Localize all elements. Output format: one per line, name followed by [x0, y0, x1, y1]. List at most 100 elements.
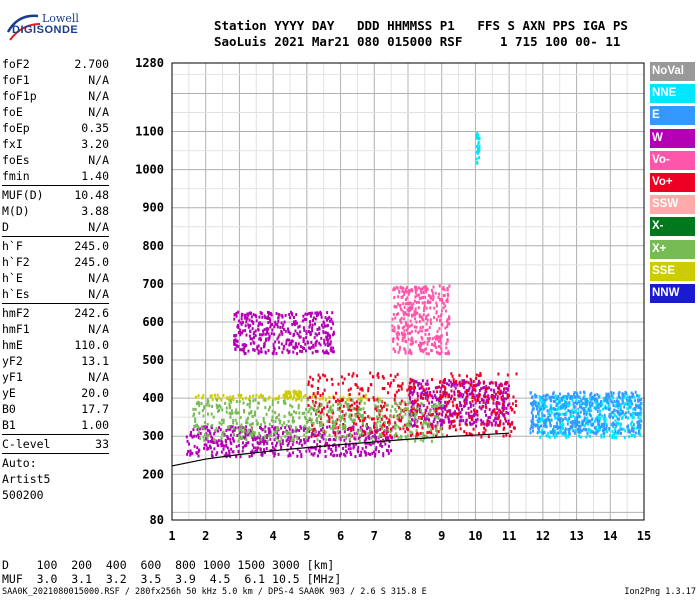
data-point: [339, 438, 342, 442]
data-point: [283, 344, 286, 348]
data-point: [618, 413, 621, 417]
data-point: [482, 394, 485, 398]
data-point: [468, 386, 471, 390]
data-point: [339, 417, 342, 421]
data-point: [238, 328, 241, 332]
data-point: [330, 326, 333, 330]
data-point: [628, 435, 631, 439]
data-point: [396, 331, 399, 335]
data-point: [395, 313, 398, 317]
data-point: [570, 414, 573, 418]
y-tick-label: 600: [142, 315, 164, 329]
data-point: [233, 313, 236, 317]
data-point: [493, 395, 496, 399]
data-point: [252, 322, 255, 326]
data-point: [608, 413, 611, 417]
data-point: [442, 406, 445, 410]
data-point: [367, 432, 370, 436]
data-point: [202, 427, 205, 431]
data-point: [287, 441, 290, 445]
data-point: [295, 398, 298, 402]
data-point: [350, 434, 353, 438]
param-row: foEs N/A: [2, 152, 109, 168]
data-point: [630, 391, 633, 395]
autoscaling-label: Auto:: [2, 456, 37, 470]
data-point: [393, 329, 396, 333]
data-point: [403, 329, 406, 333]
data-point: [436, 390, 439, 394]
data-point: [274, 411, 277, 415]
data-point: [364, 396, 367, 400]
data-point: [264, 451, 267, 455]
data-point: [510, 408, 513, 412]
data-point: [420, 401, 423, 405]
data-point: [270, 433, 273, 437]
data-point: [616, 417, 619, 421]
param-value: 3.88: [81, 204, 109, 218]
data-point: [450, 384, 453, 388]
data-point: [437, 315, 440, 319]
data-point: [546, 409, 549, 413]
data-point: [288, 439, 291, 443]
data-point: [621, 394, 624, 398]
data-point: [402, 286, 405, 290]
data-point: [629, 402, 632, 406]
data-point: [372, 450, 375, 454]
data-point: [582, 427, 585, 431]
data-point: [637, 431, 640, 435]
data-point: [511, 402, 514, 406]
data-point: [232, 432, 235, 436]
data-point: [401, 408, 404, 412]
data-point: [487, 397, 490, 401]
data-point: [310, 428, 313, 432]
data-point: [261, 428, 264, 432]
data-point: [252, 336, 255, 340]
data-point: [561, 420, 564, 424]
data-point: [235, 445, 238, 449]
param-row: h`F 245.0: [2, 238, 109, 254]
data-point: [198, 411, 201, 415]
data-point: [293, 419, 296, 423]
data-point: [322, 373, 325, 377]
y-tick-label: 1100: [135, 125, 164, 139]
data-point: [482, 431, 485, 435]
data-point: [542, 420, 545, 424]
data-point: [480, 387, 483, 391]
data-point: [255, 437, 258, 441]
data-point: [360, 396, 363, 400]
data-point: [356, 385, 359, 389]
data-point: [619, 411, 622, 415]
data-point: [428, 336, 431, 340]
data-point: [190, 430, 193, 434]
data-point: [466, 394, 469, 398]
data-point: [492, 419, 495, 423]
data-point: [611, 433, 614, 437]
data-point: [426, 398, 429, 402]
data-point: [316, 420, 319, 424]
data-point: [619, 405, 622, 409]
data-point: [289, 424, 292, 428]
data-point: [545, 405, 548, 409]
data-point: [222, 393, 225, 397]
data-point: [437, 406, 440, 410]
data-point: [401, 336, 404, 340]
data-point: [414, 408, 417, 412]
data-point: [244, 425, 247, 429]
data-point: [469, 423, 472, 427]
data-point: [533, 399, 536, 403]
data-point: [280, 342, 283, 346]
data-point: [615, 415, 618, 419]
data-point: [492, 408, 495, 412]
data-point: [403, 332, 406, 336]
data-point: [387, 382, 390, 386]
data-point: [318, 449, 321, 453]
data-point: [632, 415, 635, 419]
data-point: [442, 384, 445, 388]
data-point: [320, 415, 323, 419]
data-point: [600, 403, 603, 407]
data-point: [362, 394, 365, 398]
data-point: [306, 420, 309, 424]
data-point: [294, 426, 297, 430]
data-point: [270, 418, 273, 422]
